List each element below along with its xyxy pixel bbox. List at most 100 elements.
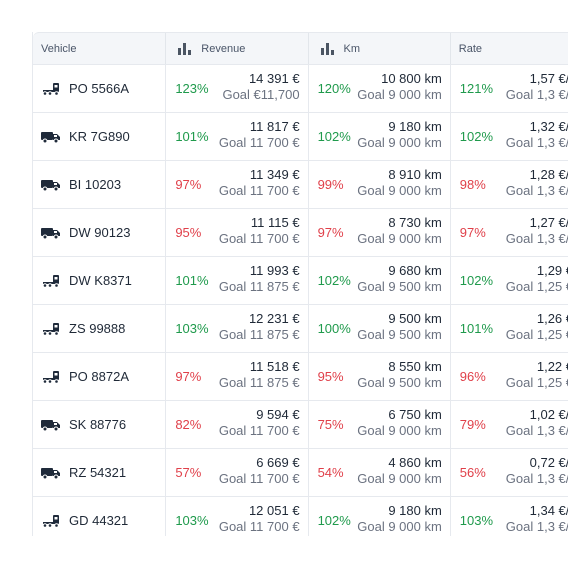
bar-chart-icon <box>320 42 334 55</box>
rate-goal: Goal 1,3 €/ <box>505 87 568 102</box>
vehicle-cell: RZ 54321 <box>33 449 167 496</box>
header-revenue[interactable]: Revenue <box>166 33 309 64</box>
km-goal: Goal 9 500 km <box>357 279 442 294</box>
table-row[interactable]: DW K8371 101% 11 993 € Goal 11 875 € 102… <box>33 257 568 305</box>
table-row[interactable]: ZS 99888 103% 12 231 € Goal 11 875 € 100… <box>33 305 568 353</box>
table-row[interactable]: PO 5566A 123% 14 391 € Goal €11,700 120%… <box>33 65 568 113</box>
rate-cell: 96% 1,22 €/ Goal 1,25 €/ <box>451 353 568 400</box>
table-row[interactable]: KR 7G890 101% 11 817 € Goal 11 700 € 102… <box>33 113 568 161</box>
km-goal: Goal 9 500 km <box>357 327 442 342</box>
rate-cell: 102% 1,29 €/ Goal 1,25 €/ <box>451 257 568 304</box>
revenue-cell: 101% 11 817 € Goal 11 700 € <box>166 113 309 160</box>
rate-goal: Goal 1,25 €/ <box>505 279 568 294</box>
vehicle-plate: BI 10203 <box>69 177 122 192</box>
km-cell: 120% 10 800 km Goal 9 000 km <box>309 65 451 112</box>
rate-percent: 101% <box>459 321 494 336</box>
rate-percent: 102% <box>459 129 494 144</box>
rate-cell: 97% 1,27 €/ Goal 1,3 €/ <box>451 209 568 256</box>
km-value: 8 730 km <box>388 215 442 230</box>
table-row[interactable]: RZ 54321 57% 6 669 € Goal 11 700 € 54% 4… <box>33 449 568 497</box>
revenue-percent: 103% <box>175 321 209 336</box>
revenue-goal: Goal 11 700 € <box>218 423 300 438</box>
revenue-goal: Goal 11 700 € <box>218 471 300 486</box>
km-cell: 102% 9 180 km Goal 9 000 km <box>309 497 451 536</box>
header-vehicle[interactable]: Vehicle <box>33 33 167 64</box>
rate-cell: 79% 1,02 €/ Goal 1,3 €/ <box>451 401 568 448</box>
revenue-percent: 82% <box>175 417 202 432</box>
tractor-trailer-icon <box>41 82 61 96</box>
tractor-trailer-icon <box>41 370 61 384</box>
revenue-cell: 97% 11 349 € Goal 11 700 € <box>166 161 309 208</box>
km-percent: 120% <box>317 81 351 96</box>
table-row[interactable]: PO 8872A 97% 11 518 € Goal 11 875 € 95% … <box>33 353 568 401</box>
km-goal: Goal 9 000 km <box>357 423 442 438</box>
km-goal: Goal 9 500 km <box>357 375 442 390</box>
rate-percent: 103% <box>459 513 494 528</box>
km-percent: 102% <box>317 273 351 288</box>
km-cell: 100% 9 500 km Goal 9 500 km <box>309 305 451 352</box>
revenue-cell: 101% 11 993 € Goal 11 875 € <box>166 257 309 304</box>
revenue-value: 12 231 € <box>248 311 300 326</box>
truck-icon <box>41 418 61 432</box>
revenue-cell: 103% 12 051 € Goal 11 700 € <box>166 497 309 536</box>
tractor-trailer-icon <box>41 514 61 528</box>
vehicle-cell: GD 44321 <box>33 497 167 536</box>
vehicle-plate: RZ 54321 <box>69 465 127 480</box>
revenue-goal: Goal 11 875 € <box>218 375 300 390</box>
table-row[interactable]: GD 44321 103% 12 051 € Goal 11 700 € 102… <box>33 497 568 536</box>
revenue-cell: 103% 12 231 € Goal 11 875 € <box>166 305 309 352</box>
vehicle-plate: SK 88776 <box>69 417 127 432</box>
truck-icon <box>41 178 61 192</box>
table-row[interactable]: BI 10203 97% 11 349 € Goal 11 700 € 99% … <box>33 161 568 209</box>
km-percent: 75% <box>317 417 344 432</box>
table-header: Vehicle Revenue Km Rate <box>33 32 568 65</box>
revenue-value: 11 817 € <box>249 119 300 134</box>
km-goal: Goal 9 000 km <box>357 471 442 486</box>
km-percent: 97% <box>317 225 344 240</box>
revenue-percent: 101% <box>175 129 209 144</box>
vehicle-cell: BI 10203 <box>33 161 167 208</box>
km-value: 10 800 km <box>381 71 442 86</box>
rate-cell: 121% 1,57 €/ Goal 1,3 €/ <box>451 65 568 112</box>
table-row[interactable]: SK 88776 82% 9 594 € Goal 11 700 € 75% 6… <box>33 401 568 449</box>
km-percent: 102% <box>317 129 351 144</box>
km-percent: 100% <box>317 321 351 336</box>
km-cell: 99% 8 910 km Goal 9 000 km <box>309 161 451 208</box>
header-revenue-label: Revenue <box>201 42 246 55</box>
km-goal: Goal 9 000 km <box>357 135 442 150</box>
revenue-cell: 57% 6 669 € Goal 11 700 € <box>166 449 309 496</box>
km-value: 9 180 km <box>388 119 442 134</box>
km-cell: 97% 8 730 km Goal 9 000 km <box>309 209 451 256</box>
header-rate[interactable]: Rate <box>451 33 568 64</box>
km-cell: 75% 6 750 km Goal 9 000 km <box>309 401 451 448</box>
rate-value: 1,28 €/ <box>529 167 568 182</box>
vehicle-cell: PO 5566A <box>33 65 167 112</box>
km-percent: 99% <box>317 177 344 192</box>
rate-value: 1,26 €/ <box>536 311 568 326</box>
rate-goal: Goal 1,3 €/ <box>505 231 568 246</box>
km-value: 9 180 km <box>388 503 442 518</box>
rate-value: 1,34 €/ <box>529 503 568 518</box>
truck-icon <box>41 226 61 240</box>
truck-icon <box>41 130 61 144</box>
rate-cell: 56% 0,72 €/ Goal 1,3 €/ <box>451 449 568 496</box>
header-km[interactable]: Km <box>309 33 451 64</box>
km-goal: Goal 9 000 km <box>357 519 442 534</box>
rate-percent: 98% <box>459 177 486 192</box>
tractor-trailer-icon <box>41 274 61 288</box>
km-cell: 102% 9 680 km Goal 9 500 km <box>309 257 451 304</box>
revenue-goal: Goal 11 700 € <box>218 231 300 246</box>
km-value: 9 680 km <box>388 263 442 278</box>
rate-cell: 101% 1,26 €/ Goal 1,25 €/ <box>451 305 568 352</box>
table-row[interactable]: DW 90123 95% 11 115 € Goal 11 700 € 97% … <box>33 209 568 257</box>
truck-icon <box>41 466 61 480</box>
revenue-goal: Goal 11 700 € <box>218 135 300 150</box>
rate-goal: Goal 1,3 €/ <box>505 519 568 534</box>
rate-percent: 96% <box>459 369 486 384</box>
vehicle-cell: DW 90123 <box>33 209 167 256</box>
km-percent: 102% <box>317 513 351 528</box>
rate-value: 1,27 €/ <box>529 215 568 230</box>
vehicle-cell: DW K8371 <box>33 257 167 304</box>
km-percent: 95% <box>317 369 344 384</box>
vehicle-cell: ZS 99888 <box>33 305 167 352</box>
